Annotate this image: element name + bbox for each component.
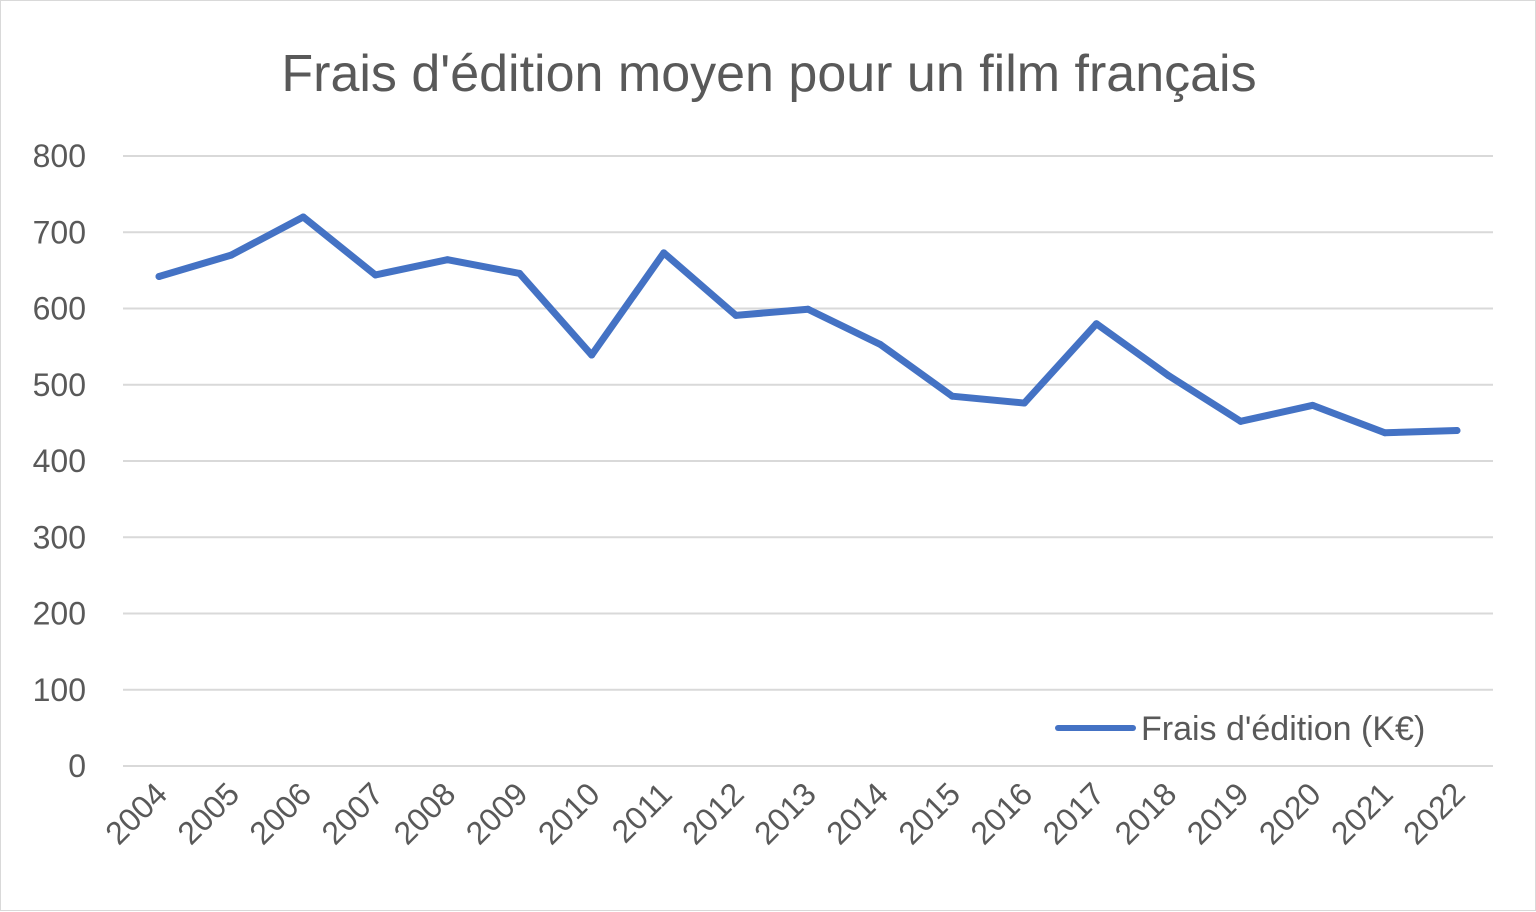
data-point-2011[interactable] <box>660 249 668 257</box>
x-tick-label: 2011 <box>605 775 679 849</box>
legend[interactable]: Frais d'édition (K€) <box>1055 710 1425 748</box>
x-tick-label: 2020 <box>1252 775 1328 851</box>
x-tick-label: 2022 <box>1396 775 1472 851</box>
data-point-2014[interactable] <box>876 340 884 348</box>
data-point-2020[interactable] <box>1309 401 1317 409</box>
data-point-2005[interactable] <box>227 251 235 259</box>
y-tick-label: 500 <box>33 367 86 403</box>
y-tick-label: 800 <box>33 138 86 174</box>
y-tick-label: 0 <box>68 748 86 784</box>
x-tick-label: 2015 <box>891 775 967 851</box>
x-tick-label: 2019 <box>1180 775 1256 851</box>
y-axis-tick-labels: 0 100 200 300 400 500 600 700 800 <box>33 138 86 784</box>
x-tick-label: 2021 <box>1324 775 1400 851</box>
data-point-2017[interactable] <box>1092 320 1100 328</box>
x-tick-label: 2008 <box>387 775 463 851</box>
x-tick-label: 2016 <box>963 775 1039 851</box>
y-tick-label: 600 <box>33 291 86 327</box>
chart-title: Frais d'édition moyen pour un film franç… <box>281 45 1256 103</box>
y-tick-label: 700 <box>33 214 86 250</box>
x-tick-label: 2010 <box>531 775 607 851</box>
data-point-2022[interactable] <box>1453 427 1461 434</box>
y-tick-label: 300 <box>33 519 86 555</box>
data-point-2021[interactable] <box>1381 429 1389 437</box>
x-tick-label: 2007 <box>315 775 391 851</box>
x-tick-label: 2009 <box>459 775 535 851</box>
data-point-2007[interactable] <box>371 271 379 279</box>
legend-label: Frais d'édition (K€) <box>1141 710 1425 748</box>
x-tick-label: 2012 <box>675 775 751 851</box>
data-point-2015[interactable] <box>948 392 956 400</box>
y-tick-label: 400 <box>33 443 86 479</box>
y-tick-label: 100 <box>33 672 86 708</box>
data-point-2008[interactable] <box>443 256 451 264</box>
data-point-2012[interactable] <box>732 311 740 319</box>
data-point-2013[interactable] <box>804 305 812 313</box>
x-tick-label: 2013 <box>747 775 823 851</box>
x-tick-label: 2018 <box>1108 775 1184 851</box>
data-point-2019[interactable] <box>1237 417 1245 425</box>
x-tick-label: 2005 <box>170 775 246 851</box>
gridlines <box>123 155 1493 767</box>
series-line-0[interactable] <box>155 213 1461 437</box>
x-tick-label: 2004 <box>98 775 174 851</box>
x-tick-label: 2017 <box>1036 775 1112 851</box>
x-tick-label: 2006 <box>242 775 318 851</box>
data-point-2018[interactable] <box>1165 372 1173 380</box>
x-axis-tick-labels: 2004200520062007200820092010201120122013… <box>98 775 1472 851</box>
data-point-2006[interactable] <box>299 213 307 221</box>
data-point-2010[interactable] <box>588 351 596 359</box>
data-point-2004[interactable] <box>155 272 163 280</box>
data-point-2009[interactable] <box>516 269 524 277</box>
series-layer <box>155 213 1461 437</box>
x-tick-label: 2014 <box>819 775 895 851</box>
data-point-2016[interactable] <box>1020 399 1028 407</box>
y-tick-label: 200 <box>33 596 86 632</box>
